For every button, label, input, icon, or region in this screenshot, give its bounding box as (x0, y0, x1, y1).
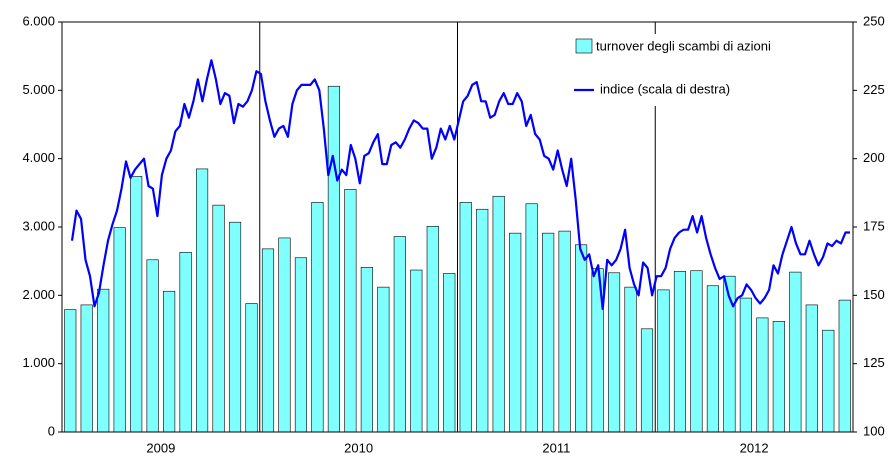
y-tick-label: 1.000 (22, 355, 55, 370)
bar (789, 271, 802, 433)
x-tick-label: 2010 (344, 440, 373, 455)
y-tick-label: 0 (48, 423, 55, 438)
legend-swatch (575, 38, 593, 54)
bar (393, 236, 406, 433)
legend-label: turnover degli scambi di azioni (596, 38, 771, 53)
y2-tick-label: 250 (863, 13, 885, 28)
bar (360, 267, 373, 433)
bar (327, 85, 340, 433)
y2-tick-label: 225 (863, 82, 885, 97)
y2-tick-label: 150 (863, 287, 885, 302)
bar (146, 259, 159, 433)
y-tick-label: 3.000 (22, 218, 55, 233)
y-tick-label: 2.000 (22, 287, 55, 302)
bar (739, 297, 752, 433)
y2-tick-label: 175 (863, 218, 885, 233)
bar (756, 317, 769, 433)
bar (657, 289, 670, 433)
bar (294, 257, 308, 433)
bar (377, 286, 390, 433)
y2-tick-label: 125 (863, 355, 885, 370)
y-tick-label: 6.000 (22, 13, 55, 28)
x-tick-label: 2009 (146, 440, 175, 455)
bar (113, 227, 126, 433)
bar (805, 304, 818, 433)
bar (673, 271, 687, 433)
bar (838, 299, 851, 433)
bar (509, 232, 522, 433)
bar (344, 189, 357, 433)
bar (130, 176, 143, 433)
bar (640, 328, 654, 433)
bar (212, 204, 225, 433)
bar (822, 329, 835, 433)
bar (311, 202, 324, 433)
legend-box (572, 34, 844, 106)
y-tick-label: 5.000 (22, 82, 55, 97)
bar (624, 286, 637, 433)
bar (80, 304, 93, 433)
y2-tick-label: 200 (863, 150, 885, 165)
bar (410, 269, 423, 433)
bar (64, 309, 77, 433)
bar (443, 273, 456, 433)
bar (492, 195, 505, 433)
bar (607, 272, 621, 433)
bar (179, 251, 192, 433)
bar (542, 232, 555, 433)
bar (426, 226, 439, 433)
legend-label: indice (scala di destra) (600, 81, 730, 96)
y2-tick-label: 100 (863, 423, 885, 438)
x-tick-label: 2012 (740, 440, 769, 455)
bar (575, 244, 588, 433)
bar (772, 320, 785, 433)
x-tick-label: 2011 (542, 440, 570, 455)
bar (690, 270, 703, 433)
index-line (70, 59, 850, 311)
bar (228, 221, 242, 433)
bar (163, 290, 176, 433)
bar (196, 168, 209, 433)
bar (476, 208, 489, 433)
y-tick-label: 4.000 (22, 150, 55, 165)
bar (245, 303, 258, 433)
bar (525, 203, 538, 433)
bar (459, 202, 472, 433)
bar (261, 248, 275, 433)
bar (558, 230, 571, 433)
bar (706, 285, 719, 433)
bar (278, 237, 291, 433)
bar (97, 288, 110, 433)
